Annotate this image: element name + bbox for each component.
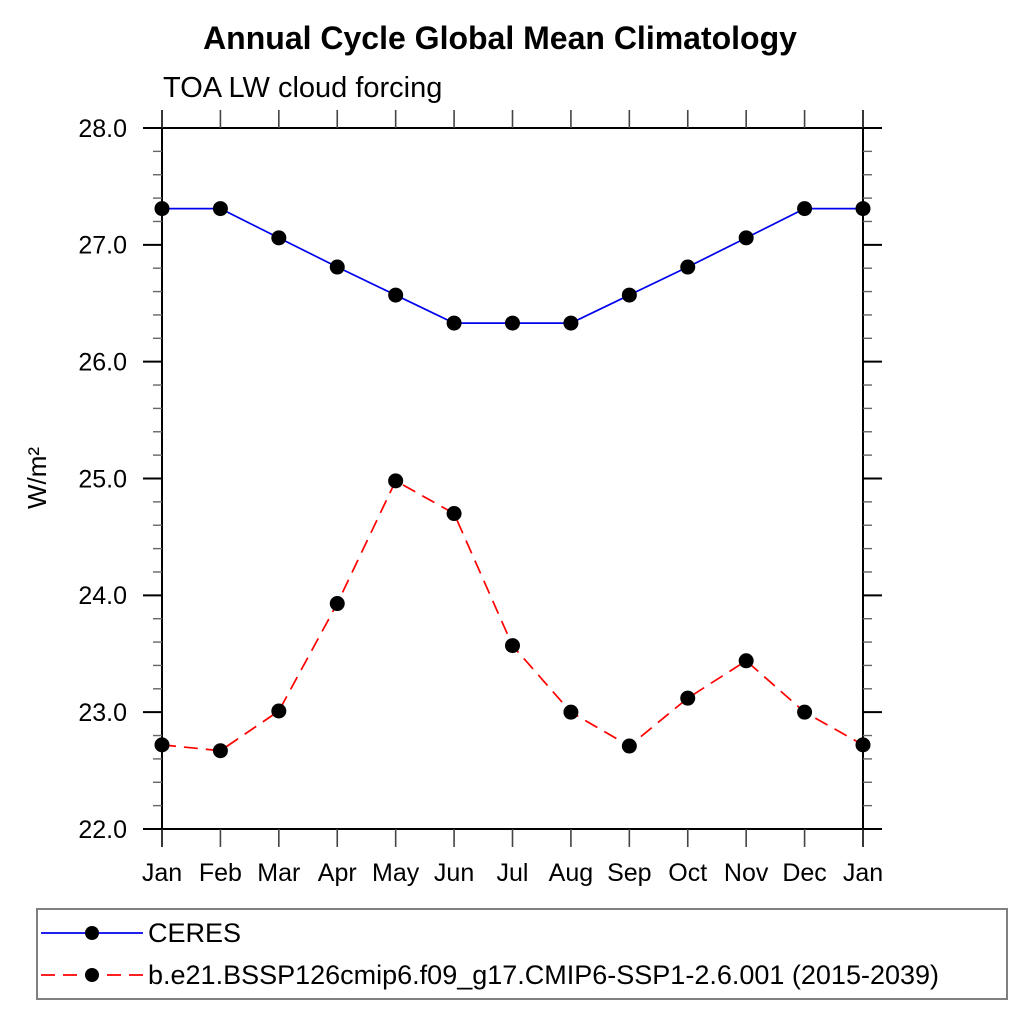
data-point-marker: [855, 737, 871, 753]
legend-sample-marker: [85, 926, 99, 940]
data-point-marker: [271, 703, 287, 719]
data-point-marker: [212, 201, 228, 217]
x-tick-label: Jun: [434, 859, 474, 887]
data-point-marker: [154, 201, 170, 217]
legend-label-ceres: CERES: [148, 917, 242, 948]
x-tick-label: Apr: [318, 859, 357, 887]
legend-line-sample-ceres: [41, 926, 143, 940]
data-point-marker: [738, 230, 754, 246]
legend-box: CERES b.e21.BSSP126cmip6.f09_g17.CMIP6-S…: [36, 908, 1008, 1000]
plot-area: Jan Feb Mar Apr May Jun Jul Aug Sep Oct Nov Dec Jan 2…: [22, 110, 883, 887]
data-point-marker: [855, 201, 871, 217]
data-point-marker: [388, 473, 404, 489]
legend-line-sample-model: [41, 968, 143, 982]
data-point-marker: [329, 259, 345, 275]
legend-sample-marker: [85, 968, 99, 982]
y-tick-label: 23.0: [78, 699, 127, 727]
y-axis-title: W/m²: [22, 447, 52, 509]
data-point-marker: [505, 638, 520, 654]
data-point-marker: [446, 315, 462, 331]
x-tick-label: Aug: [549, 859, 593, 887]
y-tick-label: 25.0: [78, 465, 127, 493]
x-tick-label: Sep: [607, 859, 651, 887]
y-tick-label: 26.0: [78, 348, 127, 376]
data-point-marker: [154, 737, 170, 753]
legend-item-model: b.e21.BSSP126cmip6.f09_g17.CMIP6-SSP1-2.…: [41, 954, 1006, 996]
data-point-marker: [621, 738, 637, 754]
data-point-marker: [388, 287, 404, 303]
data-point-marker: [271, 230, 287, 246]
legend-label-model: b.e21.BSSP126cmip6.f09_g17.CMIP6-SSP1-2.…: [148, 959, 940, 990]
x-tick-label: Oct: [668, 859, 707, 887]
data-point-marker: [563, 704, 579, 720]
x-tick-label: Jan: [142, 859, 182, 887]
y-tick-label: 24.0: [78, 582, 127, 610]
data-point-marker: [797, 704, 813, 720]
x-tick-label: Mar: [257, 859, 300, 887]
series-line-1: [161, 479, 864, 752]
y-tick-label: 27.0: [78, 232, 127, 260]
x-tick-label: May: [372, 859, 420, 887]
data-point-marker: [329, 596, 345, 612]
chart-subtitle: TOA LW cloud forcing: [163, 72, 443, 104]
data-point-marker: [446, 506, 462, 522]
data-point-marker: [797, 201, 813, 217]
data-point-marker: [680, 690, 696, 706]
x-tick-label: Dec: [782, 859, 826, 887]
x-tick-label: Nov: [724, 859, 769, 887]
data-point-marker: [680, 259, 696, 275]
data-point-marker: [505, 315, 520, 331]
x-tick-label: Jan: [843, 859, 883, 887]
data-point-marker: [621, 287, 637, 303]
data-point-marker: [212, 743, 228, 759]
x-tick-label: Feb: [199, 859, 242, 887]
legend-item-ceres: CERES: [41, 912, 1006, 954]
y-tick-label: 28.0: [78, 115, 127, 143]
x-tick-label: Jul: [497, 859, 529, 887]
data-point-marker: [563, 315, 579, 331]
data-point-marker: [738, 653, 754, 669]
y-tick-label: 22.0: [78, 816, 127, 844]
chart-title: Annual Cycle Global Mean Climatology: [203, 20, 797, 56]
series-line-0: [162, 207, 863, 324]
